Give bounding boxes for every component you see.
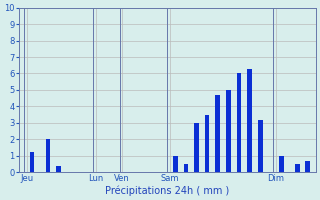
Bar xyxy=(247,69,252,172)
Bar xyxy=(226,90,231,172)
Bar xyxy=(173,156,178,172)
Bar xyxy=(30,152,35,172)
X-axis label: Précipitations 24h ( mm ): Précipitations 24h ( mm ) xyxy=(105,185,229,196)
Bar xyxy=(205,115,210,172)
Bar xyxy=(194,123,199,172)
Bar xyxy=(295,164,300,172)
Bar xyxy=(215,95,220,172)
Bar xyxy=(56,166,61,172)
Bar xyxy=(279,156,284,172)
Bar xyxy=(306,161,310,172)
Bar xyxy=(46,139,50,172)
Bar xyxy=(183,164,188,172)
Bar xyxy=(258,120,262,172)
Bar xyxy=(236,73,241,172)
